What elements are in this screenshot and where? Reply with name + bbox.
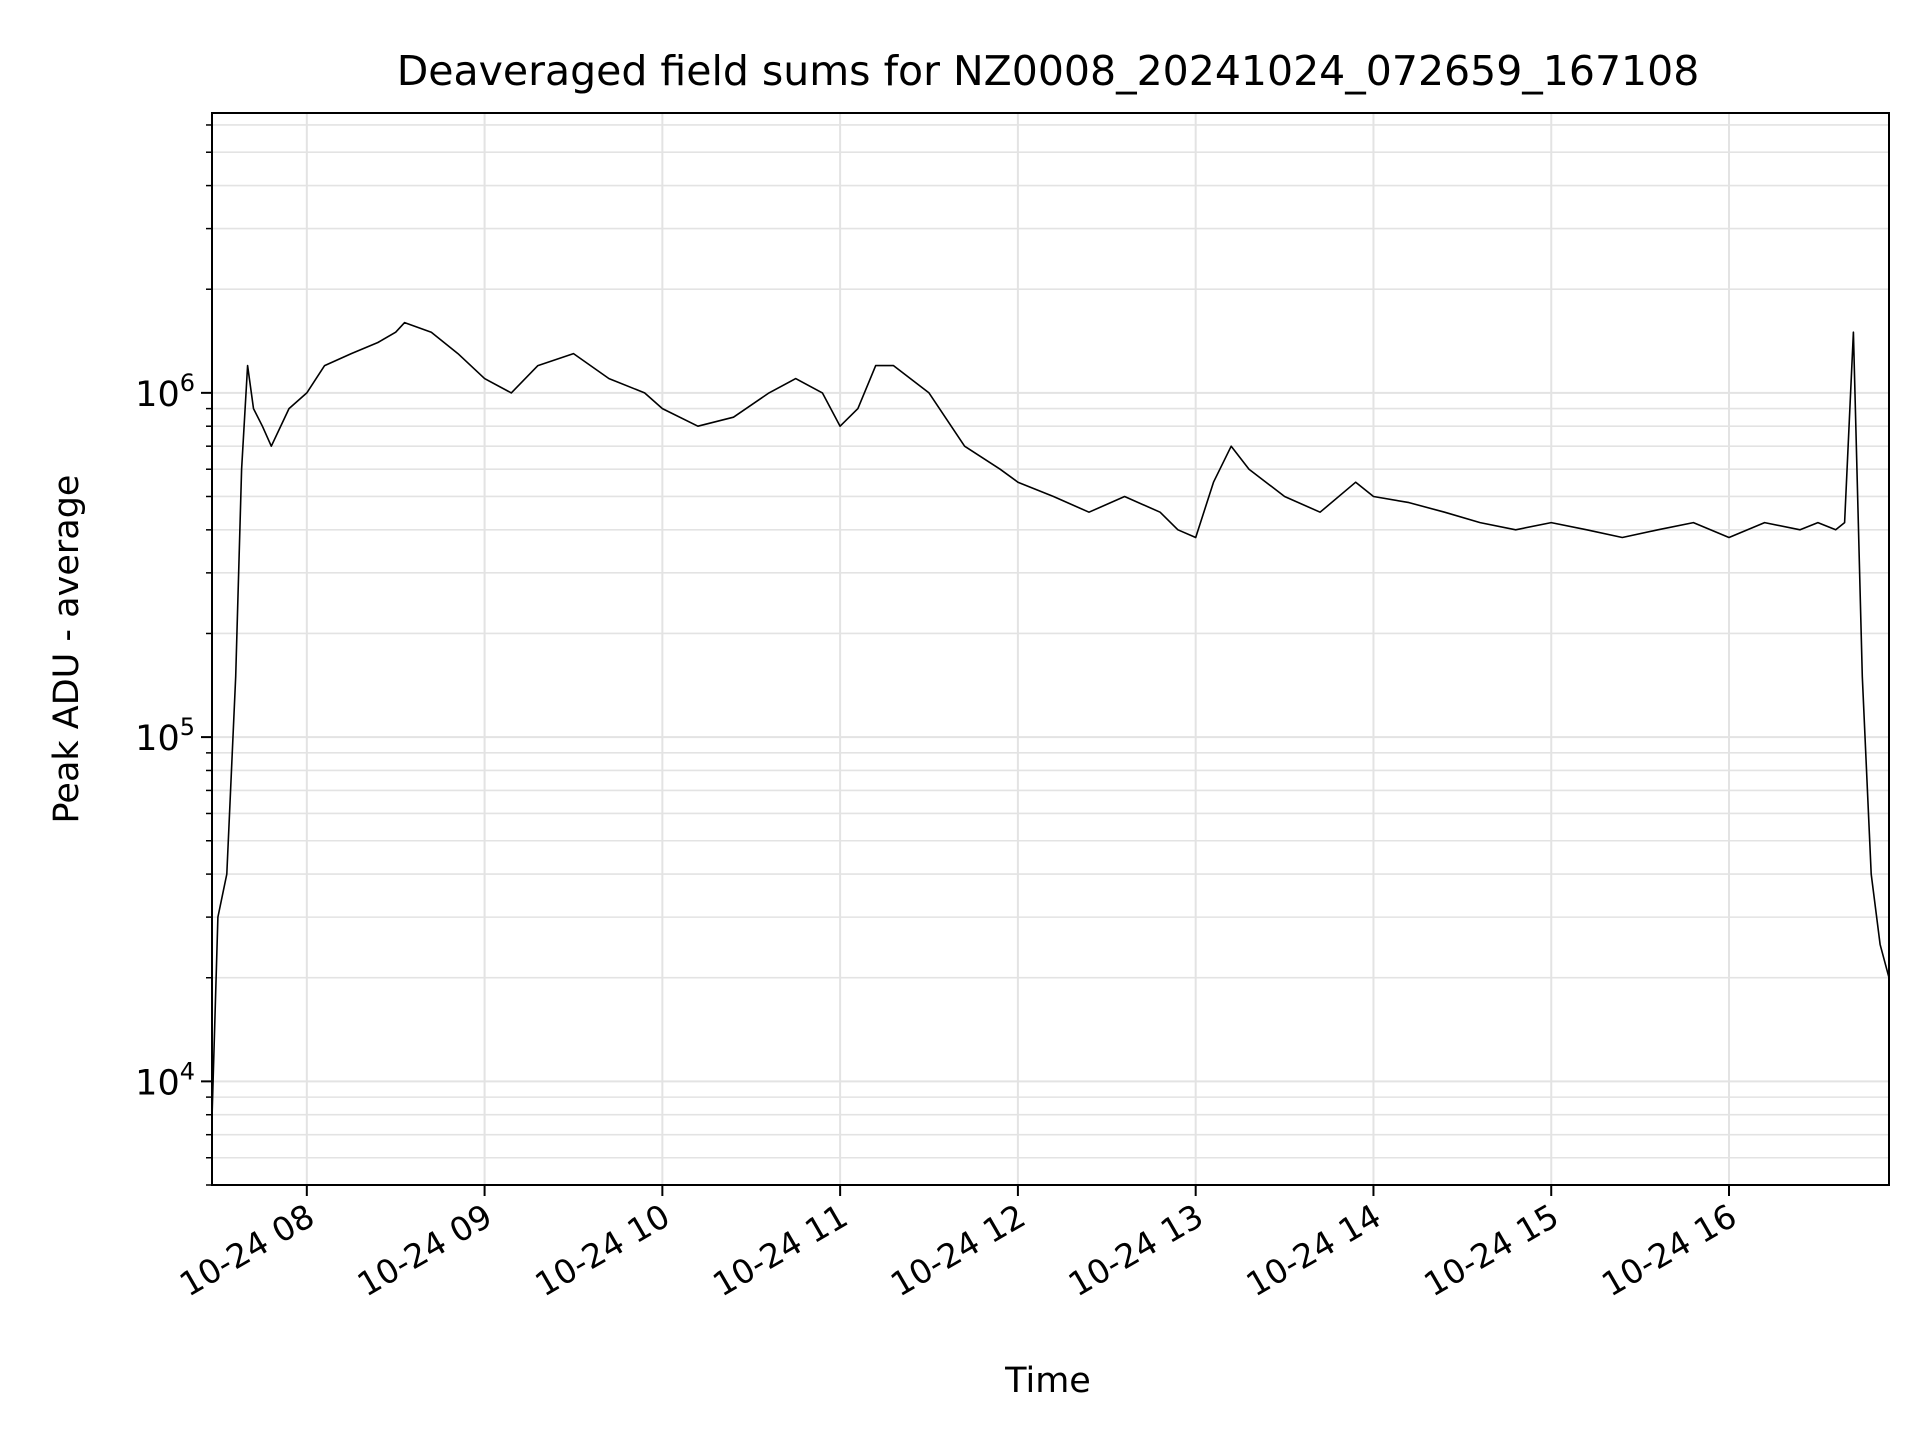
y-tick-label: 106 [135, 369, 195, 415]
y-tick-exponent: 4 [180, 1057, 195, 1085]
y-tick-base: 10 [135, 375, 180, 415]
chart-title: Deaveraged field sums for NZ0008_2024102… [397, 47, 1700, 95]
series-line [211, 321, 1890, 1115]
y-tick-base: 10 [135, 719, 180, 759]
series-group [211, 321, 1890, 1115]
y-tick-exponent: 6 [180, 369, 195, 397]
y-tick-exponent: 5 [180, 713, 195, 741]
y-axis-label: Peak ADU - average [47, 475, 87, 824]
plot-frame [211, 112, 1890, 1186]
x-axis-label: Time [1004, 1361, 1091, 1401]
y-tick-label: 104 [135, 1057, 195, 1103]
y-tick-base: 10 [135, 1063, 180, 1103]
y-tick-label: 105 [135, 713, 195, 759]
